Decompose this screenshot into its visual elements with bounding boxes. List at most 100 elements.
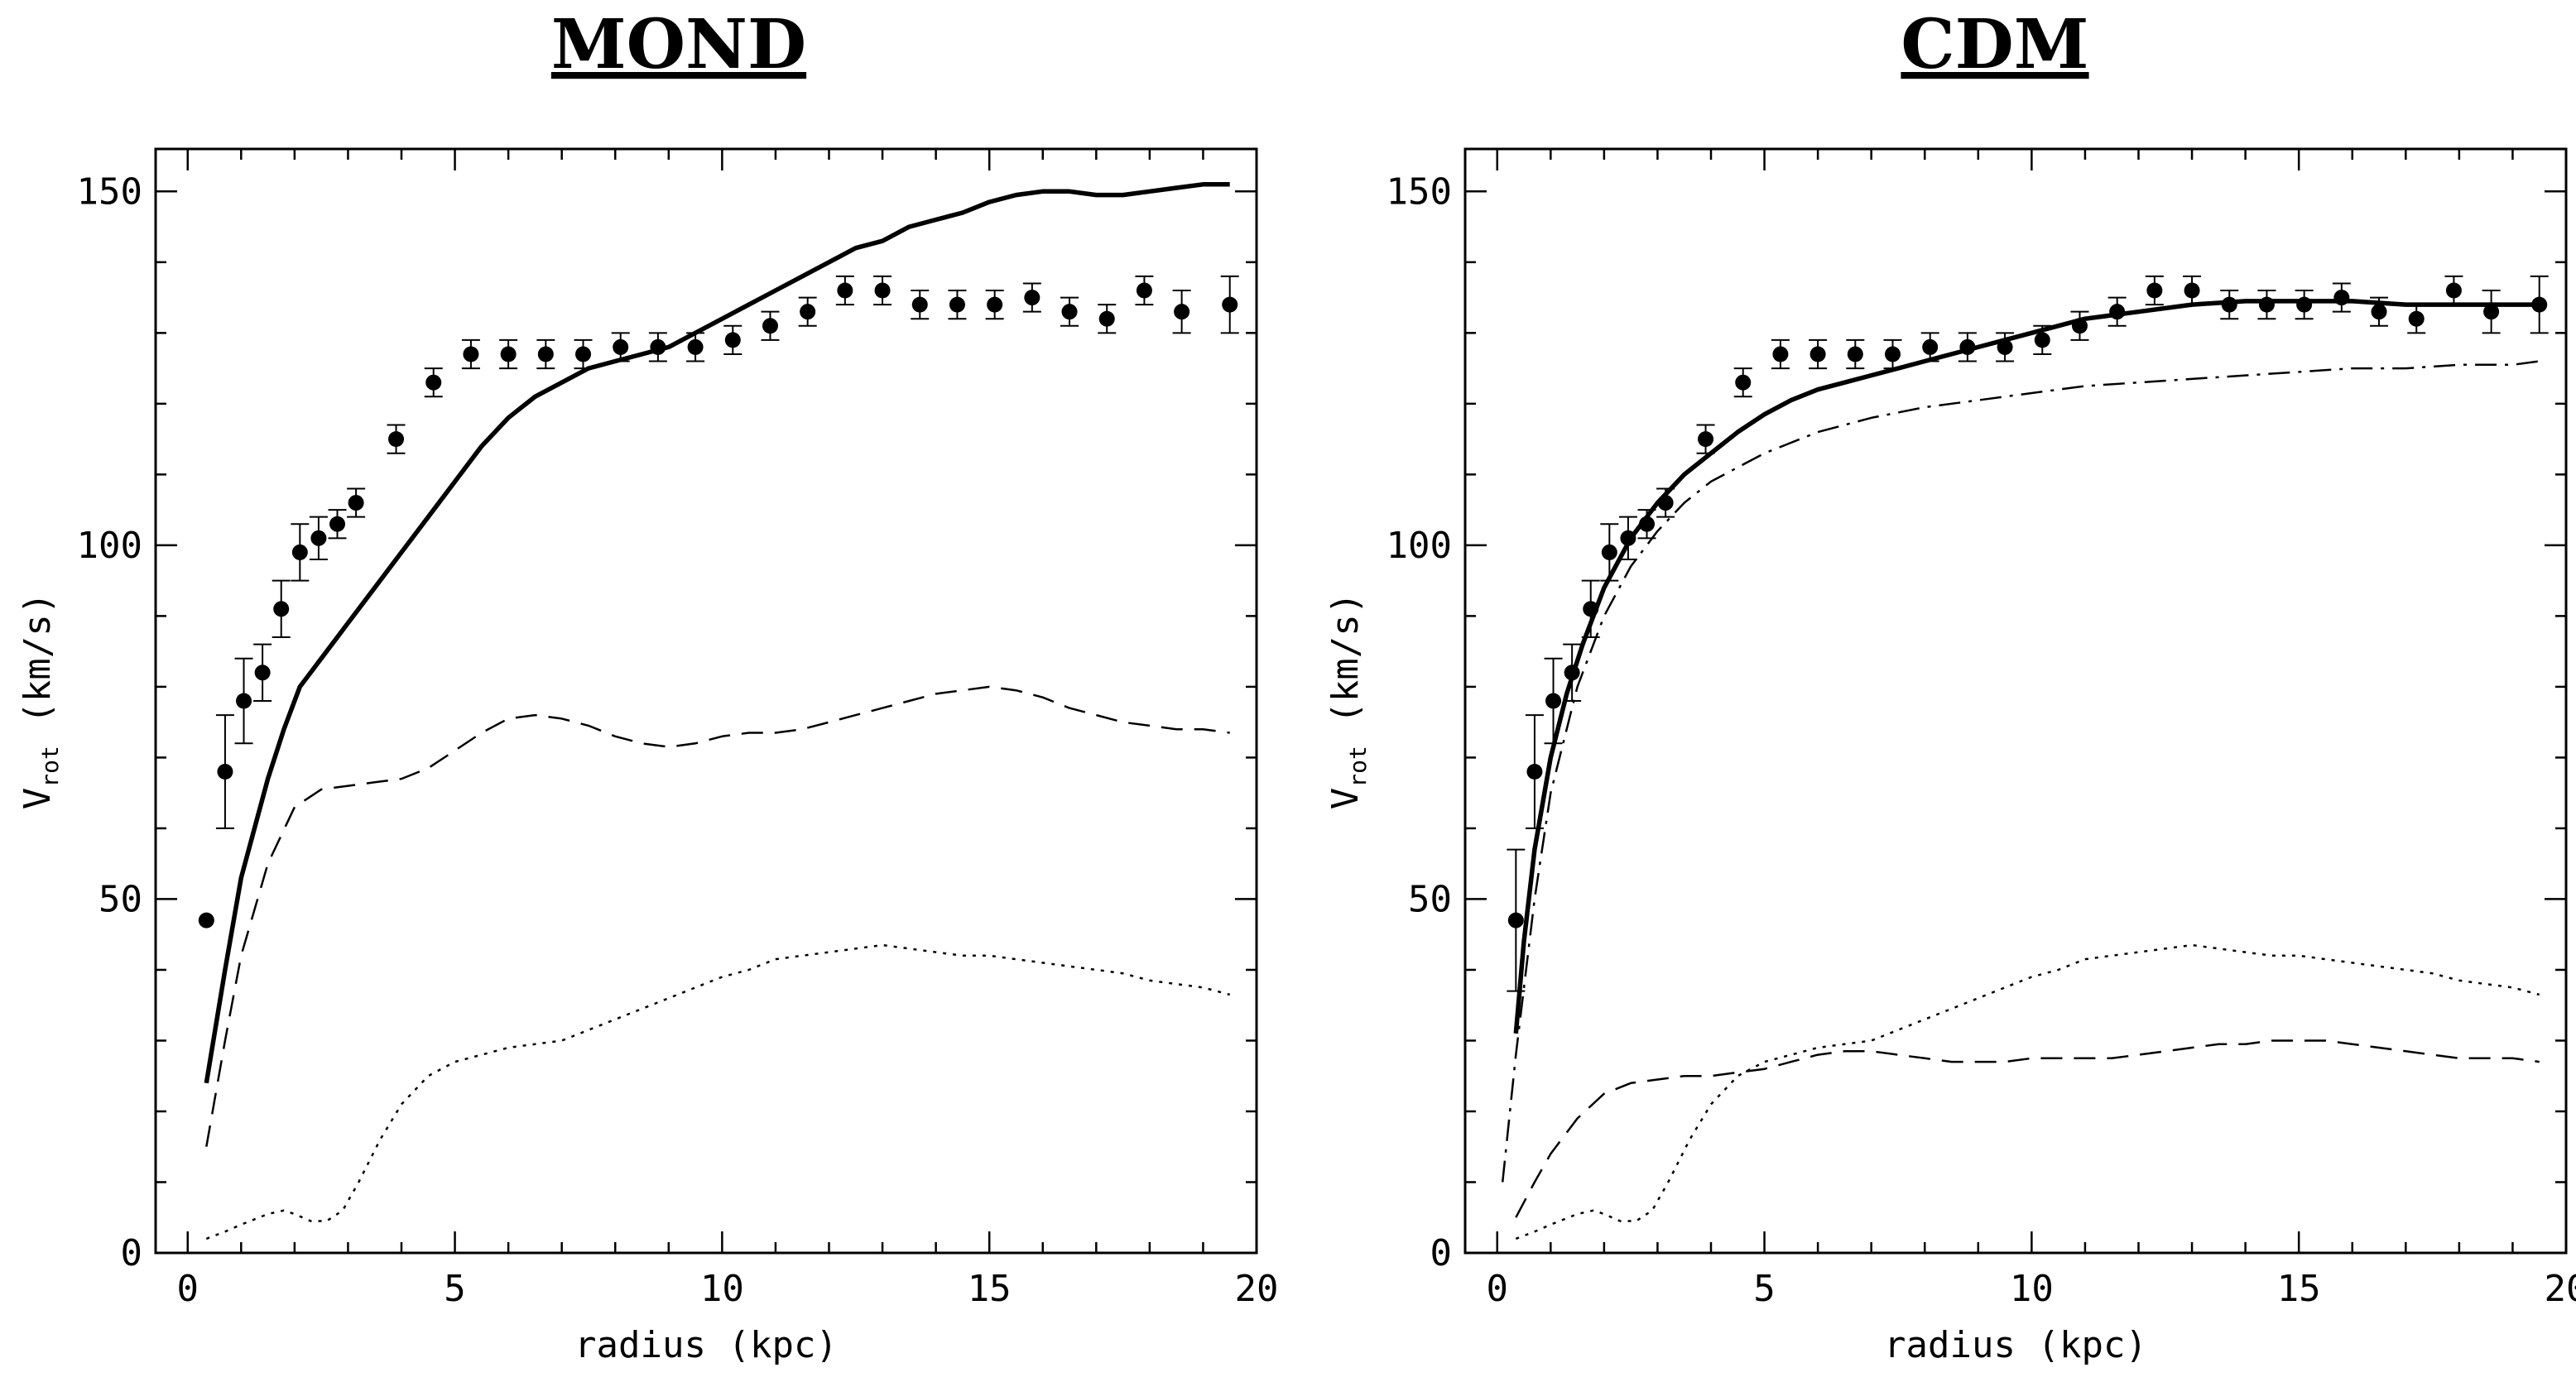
- cdm-data-point: [2483, 304, 2500, 320]
- cdm-data-point: [2296, 296, 2313, 313]
- cdm-y-axis-label-main: V: [1324, 788, 1367, 810]
- cdm-data-point: [1698, 431, 1714, 448]
- mond-curves: [204, 182, 1231, 1240]
- cdm-data-point: [1959, 338, 1976, 355]
- cdm-data-point: [2371, 304, 2387, 320]
- cdm-y-axis-label: Vrot (km/s): [1324, 593, 1372, 810]
- mond-data-point: [463, 346, 479, 362]
- mond-data-point: [1174, 304, 1190, 320]
- mond-data-point: [291, 544, 308, 560]
- cdm-curves: [1501, 299, 2540, 1240]
- cdm-data-point: [2109, 304, 2126, 320]
- cdm-stars-curve: [1515, 943, 2540, 1240]
- mond-y-tick-label: 50: [99, 878, 142, 920]
- mond-y-axis-label: Vrot (km/s): [17, 593, 64, 810]
- mond-panel-title: MOND: [551, 5, 806, 84]
- cdm-x-tick-label: 5: [1753, 1268, 1776, 1310]
- cdm-data-point: [2531, 296, 2548, 313]
- cdm-x-tick-label: 10: [2010, 1268, 2054, 1310]
- cdm-x-tick-label: 15: [2277, 1268, 2321, 1310]
- mond-x-tick-label: 0: [176, 1268, 199, 1310]
- cdm-data-point: [1772, 346, 1789, 362]
- cdm-y-tick-label: 100: [1387, 525, 1452, 567]
- mond-data-point: [500, 346, 517, 362]
- cdm-panel-title: CDM: [1901, 5, 2088, 84]
- cdm-observed-points: [1507, 275, 2549, 992]
- cdm-data-point: [1847, 346, 1863, 362]
- mond-y-axis-label-units: (km/s): [17, 593, 59, 746]
- cdm-data-point: [1809, 346, 1826, 362]
- mond-data-point: [273, 601, 290, 617]
- mond-data-point: [1098, 310, 1115, 327]
- cdm-halo-curve: [1501, 360, 2540, 1183]
- mond-y-axis-label-sub: rot: [36, 746, 64, 788]
- cdm-data-point: [2221, 296, 2237, 313]
- mond-data-point: [348, 495, 364, 511]
- mond-x-tick-label: 5: [444, 1268, 466, 1310]
- cdm-data-point: [1601, 544, 1617, 560]
- mond-data-point: [537, 346, 554, 362]
- cdm-data-point: [2333, 290, 2350, 306]
- mond-ticks: [156, 149, 1258, 1255]
- mond-data-point: [874, 282, 891, 299]
- mond-data-point: [329, 516, 346, 532]
- mond-x-tick-label: 20: [1235, 1268, 1279, 1310]
- mond-data-point: [217, 764, 233, 780]
- cdm-data-point: [1639, 516, 1656, 532]
- cdm-panel: CDM 0 5 10 15 20 0 50 100 150 radius (kpc) Vrot …: [1324, 5, 2576, 1366]
- mond-data-point: [1222, 296, 1238, 313]
- mond-data-point: [687, 338, 704, 355]
- mond-y-tick-label: 150: [77, 170, 142, 213]
- cdm-data-point: [1620, 530, 1636, 546]
- cdm-data-point: [2408, 310, 2425, 327]
- cdm-data-point: [1564, 665, 1580, 681]
- cdm-data-point: [1583, 601, 1599, 617]
- cdm-data-point: [2258, 296, 2275, 313]
- cdm-data-point: [2071, 318, 2088, 334]
- cdm-y-tick-label: 0: [1430, 1232, 1453, 1274]
- mond-x-tick-label: 10: [700, 1268, 744, 1310]
- mond-observed-points: [198, 275, 1239, 929]
- cdm-data-point: [2445, 282, 2462, 299]
- mond-data-point: [310, 530, 327, 546]
- mond-x-axis-label: radius (kpc): [574, 1324, 838, 1366]
- mond-data-point: [650, 338, 666, 355]
- cdm-y-axis-label-units: (km/s): [1324, 593, 1367, 746]
- cdm-y-tick-label: 50: [1408, 878, 1452, 920]
- cdm-data-point: [1545, 693, 1562, 709]
- cdm-data-point: [1526, 764, 1543, 780]
- cdm-y-axis-label-sub: rot: [1344, 746, 1372, 788]
- cdm-plot-frame: [1463, 147, 2568, 1255]
- mond-data-point: [236, 693, 252, 709]
- cdm-y-tick-label: 150: [1387, 170, 1452, 213]
- cdm-data-point: [2184, 282, 2200, 299]
- cdm-data-point: [1657, 495, 1674, 511]
- mond-stars-curve: [205, 943, 1231, 1240]
- mond-y-tick-label: 100: [77, 525, 142, 567]
- cdm-data-point: [1885, 346, 1901, 362]
- cdm-data-point: [1997, 338, 2013, 355]
- cdm-x-tick-label: 0: [1486, 1268, 1508, 1310]
- mond-data-point: [575, 346, 592, 362]
- mond-data-point: [1061, 304, 1078, 320]
- mond-data-point: [1136, 282, 1152, 299]
- mond-data-point: [837, 282, 853, 299]
- mond-data-point: [425, 374, 442, 391]
- mond-data-point: [911, 296, 928, 313]
- mond-data-point: [949, 296, 965, 313]
- mond-data-point: [800, 304, 816, 320]
- cdm-data-point: [2034, 332, 2050, 348]
- mond-data-point: [724, 332, 741, 348]
- cdm-data-point: [1922, 338, 1939, 355]
- cdm-tick-labels: 0 5 10 15 20 0 50 100 150: [1387, 170, 2576, 1310]
- cdm-total-curve: [1513, 299, 2540, 1034]
- cdm-x-tick-label: 20: [2545, 1268, 2576, 1310]
- mond-total-curve: [204, 182, 1230, 1084]
- mond-data-point: [388, 431, 405, 448]
- cdm-x-axis-label: radius (kpc): [1884, 1324, 2147, 1366]
- cdm-data-point: [1507, 912, 1524, 929]
- mond-x-tick-label: 15: [968, 1268, 1012, 1310]
- cdm-gas-curve: [1515, 1039, 2540, 1218]
- cdm-data-point: [2146, 282, 2163, 299]
